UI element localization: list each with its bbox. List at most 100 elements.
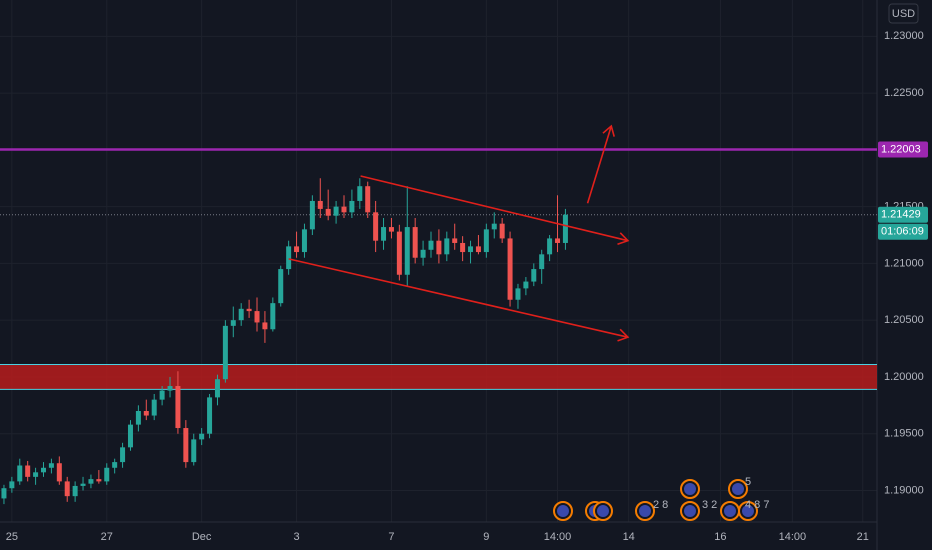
- candle-body: [317, 200, 323, 209]
- candle-body: [72, 485, 78, 497]
- candle-body: [325, 208, 331, 216]
- candle-body: [262, 322, 268, 330]
- candle-body: [562, 214, 568, 243]
- event-icon-inner: [724, 505, 736, 517]
- candle-body: [468, 246, 474, 253]
- candle-body: [199, 433, 205, 440]
- y-tick-label: 1.21000: [884, 257, 924, 269]
- event-icon-inner: [684, 483, 696, 495]
- candle-body: [151, 399, 157, 416]
- candle-body: [96, 479, 102, 482]
- candle-body: [214, 379, 220, 398]
- last-price-label: 1.21429: [881, 209, 921, 221]
- arrow-head: [602, 124, 615, 137]
- candle-body: [452, 238, 458, 243]
- candle-body: [230, 320, 236, 326]
- candle-body: [483, 229, 489, 253]
- x-tick-label: 21: [857, 531, 869, 543]
- event-icon-inner: [732, 483, 744, 495]
- candle-body: [127, 424, 133, 448]
- y-tick-label: 1.20500: [884, 314, 924, 326]
- currency: USD: [892, 8, 915, 20]
- candle-body: [104, 467, 110, 482]
- candle-body: [357, 186, 363, 201]
- candle-body: [499, 223, 505, 239]
- candle-body: [17, 465, 23, 482]
- candle-body: [175, 386, 181, 429]
- candle-body: [341, 206, 347, 213]
- candle-body: [555, 238, 561, 243]
- zone: [0, 364, 877, 390]
- last-price-label-box: [878, 206, 928, 223]
- resistance-label-box: [878, 141, 928, 158]
- x-tick-label: 14:00: [779, 531, 807, 543]
- candle-body: [143, 411, 149, 416]
- candle-body: [159, 390, 165, 400]
- candle-body: [373, 212, 379, 241]
- candle-body: [207, 397, 213, 434]
- candle-body: [491, 223, 497, 230]
- candle-body: [309, 200, 315, 230]
- candle-body: [412, 227, 418, 258]
- x-tick-label: 27: [101, 531, 113, 543]
- event-icon-inner: [597, 505, 609, 517]
- x-tick-label: 9: [483, 531, 489, 543]
- candle-body: [112, 462, 118, 468]
- candle-body: [120, 447, 126, 463]
- y-tick-label: 1.20000: [884, 371, 924, 383]
- candle-body: [183, 428, 189, 463]
- candle-body: [25, 465, 31, 477]
- event-count: 3 2: [702, 499, 717, 511]
- candle-body: [404, 227, 410, 275]
- candle-body: [88, 479, 94, 484]
- x-tick-label: 16: [714, 531, 726, 543]
- candle-body: [64, 481, 70, 497]
- candle-body: [40, 467, 46, 473]
- candle-body: [278, 269, 284, 304]
- candle-body: [191, 439, 197, 463]
- candle-body: [238, 308, 244, 321]
- event-count: 4 8 7: [745, 499, 769, 511]
- candle-body: [301, 229, 307, 253]
- countdown: 01:06:09: [881, 226, 924, 238]
- candle-body: [381, 227, 387, 241]
- candle-body: [333, 206, 339, 216]
- candle-body: [254, 311, 260, 323]
- x-tick-label: 14:00: [544, 531, 572, 543]
- candle-body: [507, 238, 513, 300]
- candle-body: [270, 303, 276, 330]
- candle-body: [222, 325, 228, 380]
- candle-body: [460, 242, 466, 253]
- candle-body: [475, 246, 481, 253]
- candle-body: [286, 246, 292, 270]
- candle-body: [531, 269, 537, 282]
- candle-body: [167, 386, 173, 391]
- candle-body: [349, 200, 355, 213]
- y-tick-label: 1.22500: [884, 87, 924, 99]
- x-tick-label: 7: [388, 531, 394, 543]
- event-count: 5: [745, 476, 751, 488]
- candle-body: [428, 240, 434, 250]
- x-tick-label: 14: [623, 531, 635, 543]
- candle-body: [444, 238, 450, 255]
- candle-body: [523, 281, 529, 289]
- x-tick-label: 25: [6, 531, 18, 543]
- candle-body: [9, 481, 15, 489]
- candle-body: [33, 472, 39, 477]
- currency-box[interactable]: [888, 3, 919, 24]
- trend-line: [288, 258, 629, 338]
- candle-body: [365, 186, 371, 213]
- event-icon-inner: [684, 505, 696, 517]
- y-tick-label: 1.19500: [884, 428, 924, 440]
- event-icon-inner: [557, 505, 569, 517]
- event-count: 2 8: [653, 499, 668, 511]
- event-icon-inner: [742, 505, 754, 517]
- candle-body: [48, 463, 54, 468]
- candle-body: [135, 411, 141, 425]
- candle-body: [515, 288, 521, 300]
- y-tick-label: 1.23000: [884, 30, 924, 42]
- countdown-box: [878, 223, 928, 240]
- candle-body: [396, 231, 402, 275]
- candle-body: [1, 488, 7, 499]
